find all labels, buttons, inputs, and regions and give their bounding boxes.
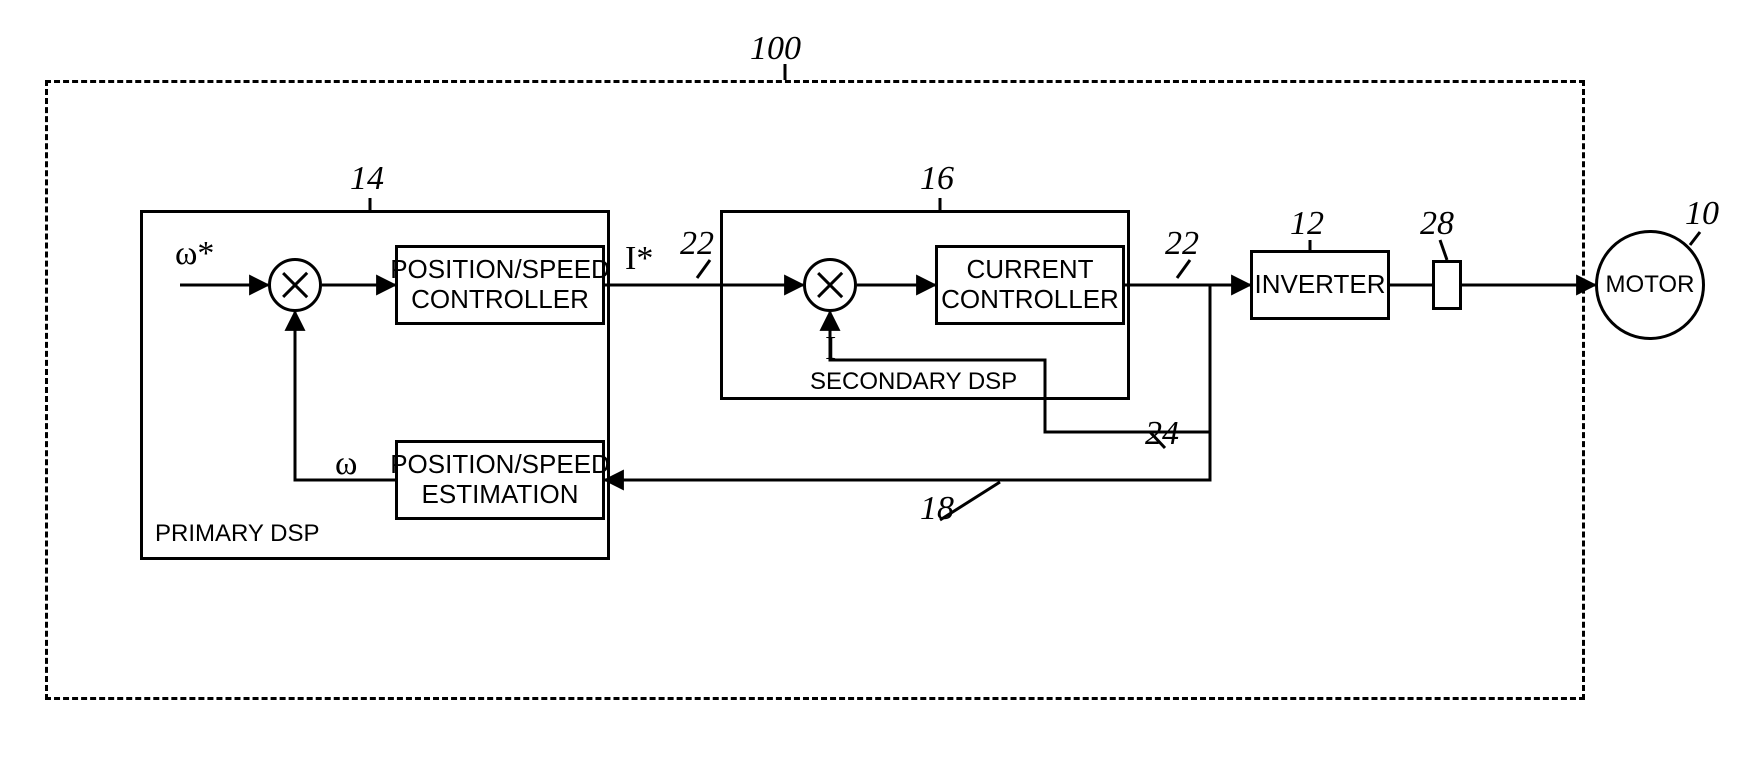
position-speed-controller: POSITION/SPEEDCONTROLLER [395,245,605,325]
inverter-label: INVERTER [1253,253,1387,317]
ref-22a: 22 [680,225,714,263]
signal-I-fb: I [825,330,836,368]
inverter-block: INVERTER [1250,250,1390,320]
current-controller-label: CURRENTCONTROLLER [938,248,1122,322]
ref-14: 14 [350,160,384,198]
ref-18: 18 [920,490,954,528]
primary-dsp-title: PRIMARY DSP [155,520,320,548]
secondary-dsp-title: SECONDARY DSP [810,368,1017,396]
ref-24: 24 [1145,415,1179,453]
motor-block: MOTOR [1595,230,1705,340]
position-speed-controller-label: POSITION/SPEEDCONTROLLER [398,248,602,322]
ref-12: 12 [1290,205,1324,243]
sensor-block [1432,260,1462,310]
signal-I-star: I* [625,240,653,278]
signal-omega-star: ω* [175,235,214,273]
ref-16: 16 [920,160,954,198]
position-speed-estimation-label: POSITION/SPEEDESTIMATION [398,443,602,517]
ref-22b: 22 [1165,225,1199,263]
summing-junction-secondary [803,258,857,312]
diagram-canvas: PRIMARY DSP POSITION/SPEEDCONTROLLER POS… [0,0,1754,774]
ref-10: 10 [1685,195,1719,233]
motor-label: MOTOR [1598,233,1702,337]
summing-junction-primary [268,258,322,312]
signal-omega: ω [335,445,357,483]
ref-28: 28 [1420,205,1454,243]
position-speed-estimation: POSITION/SPEEDESTIMATION [395,440,605,520]
ref-100: 100 [750,30,801,68]
current-controller: CURRENTCONTROLLER [935,245,1125,325]
